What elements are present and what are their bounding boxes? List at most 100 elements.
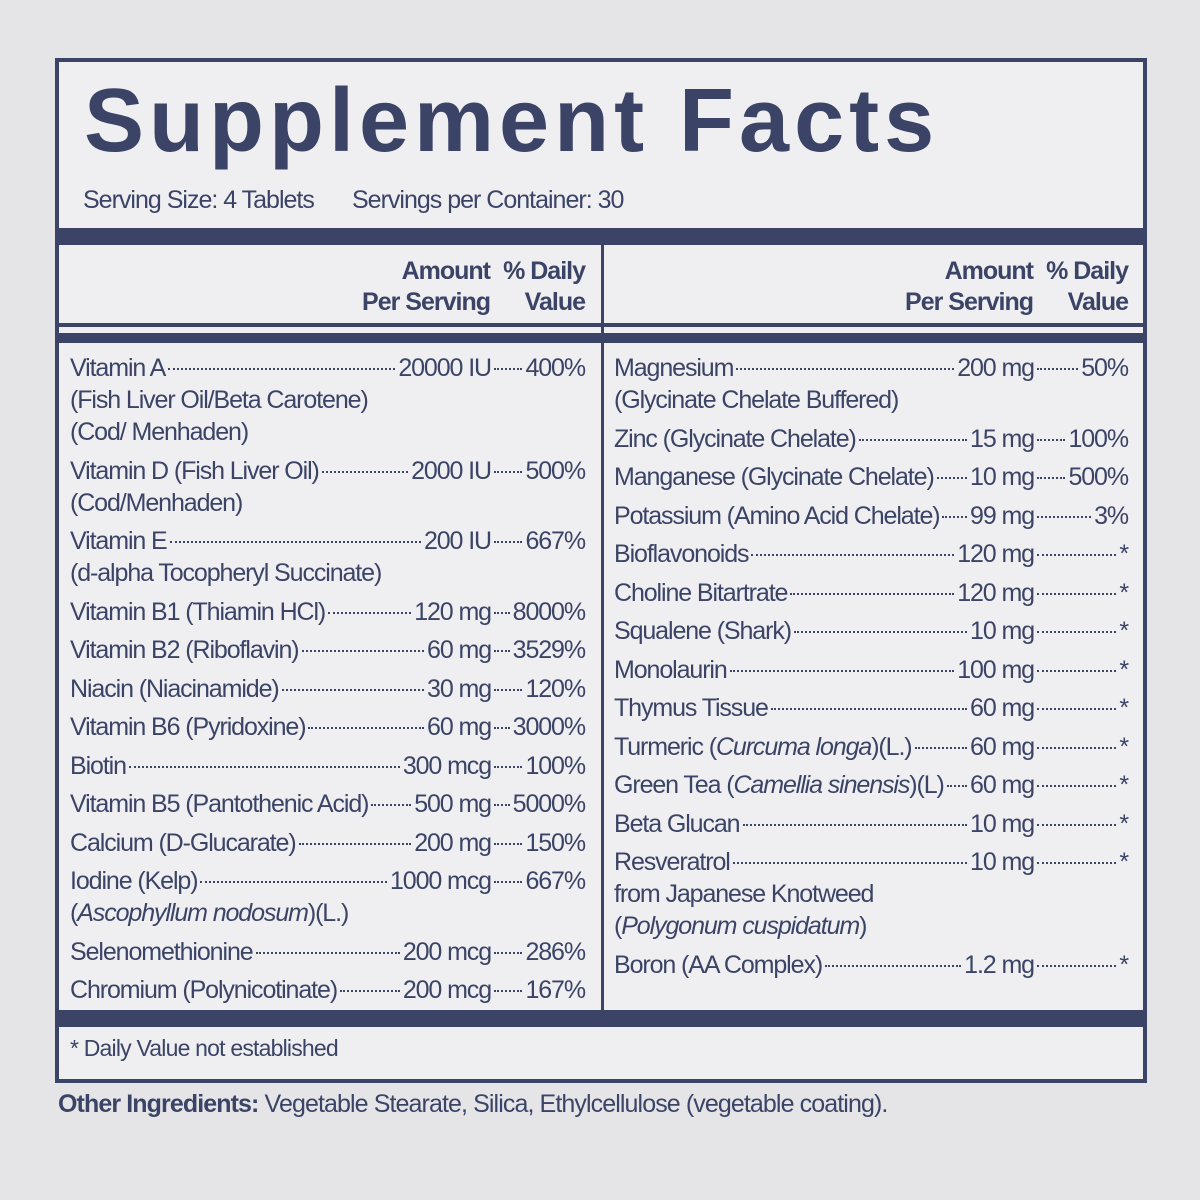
nutrient-line: Vitamin A 20000 IU 400% (70, 352, 586, 384)
amount: 60 mg (427, 713, 492, 741)
dv-cell: 286% (491, 936, 586, 968)
leader (732, 862, 968, 864)
leader (751, 554, 955, 556)
leader (255, 951, 400, 954)
nutrient-line: Vitamin B2 (Riboflavin) 60 mg 3529% (70, 634, 586, 666)
nutrient-name: Vitamin E (70, 527, 168, 555)
leader (301, 650, 425, 652)
nutrient-line: Biotin 300 mcg 100% (70, 750, 586, 782)
nutrient-name: Beta Glucan (614, 809, 741, 838)
daily-value: 100% (1068, 424, 1129, 453)
nutrient-line: Magnesium 200 mg 50% (614, 352, 1129, 384)
nutrient-name: Camellia sinensis (733, 771, 910, 799)
leader (494, 688, 523, 691)
nutrient-row: Vitamin B6 (Pyridoxine) 60 mg 3000% (70, 711, 586, 743)
nutrient-name: Turmeric ( (614, 732, 717, 761)
nutrient-name: Magnesium (614, 354, 734, 382)
leader (1037, 631, 1117, 633)
leader (793, 631, 968, 633)
nutrient-line: Vitamin B5 (Pantothenic Acid) 500 mg 5000% (70, 788, 586, 820)
nutrient-name: Vitamin A (70, 354, 166, 382)
daily-value: 500% (525, 456, 586, 485)
nutrient-line: Calcium (D-Glucarate) 200 mg 150% (70, 827, 586, 859)
nutrient-line: Vitamin B1 (Thiamin HCl) 120 mg 8000% (70, 596, 586, 628)
leader (494, 990, 523, 992)
leader (1037, 862, 1117, 864)
nutrient-subline: (d-alpha Tocopheryl Succinate) (70, 557, 585, 589)
nutrient-row: Potassium (Amino Acid Chelate) 99 mg 3% (614, 500, 1129, 532)
serving-size: Serving Size: 4 Tablets (83, 186, 315, 214)
daily-value: 286% (525, 937, 586, 966)
other-ingredients: Other Ingredients: Vegetable Stearate, S… (58, 1090, 888, 1119)
nutrient-row: Magnesium 200 mg 50% (Glycinate Chelate Buf… (614, 352, 1129, 416)
leader (1037, 592, 1117, 595)
leader (494, 368, 523, 370)
nutrient-line: Boron (AA Complex) 1.2 mg * (614, 949, 1129, 981)
dv-cell: 3% (1034, 500, 1129, 532)
divider-bar (59, 1010, 1143, 1027)
daily-value: 50% (1081, 354, 1129, 382)
nutrient-source: Ascophyllum nodosum (77, 899, 309, 927)
daily-value: 3000% (512, 713, 586, 741)
nutrient-source: (Glycinate Chelate Buffered) (614, 386, 899, 414)
nutrient-name: Biotin (70, 751, 127, 780)
nutrient-row: Niacin (Niacinamide) 30 mg 120% (70, 673, 586, 705)
nutrient-line: Bioflavonoids 120 mg * (614, 538, 1129, 570)
nutrient-line: Squalene (Shark) 10 mg * (614, 615, 1129, 647)
leader (340, 990, 400, 992)
leader (1037, 515, 1092, 518)
amount: 2000 IU (411, 456, 492, 485)
nutrient-row: Vitamin A 20000 IU 400% (Fish Liver Oil/Bet… (70, 352, 586, 448)
leader (281, 688, 425, 691)
header-line: Per Serving (905, 288, 1034, 316)
leader (914, 746, 968, 749)
other-ingredients-label: Other Ingredients: (58, 1090, 259, 1118)
nutrient-row: Vitamin D (Fish Liver Oil) 2000 IU 500% (Co… (70, 455, 586, 519)
leader (200, 881, 387, 883)
nutrient-name: Selenomethionine (70, 937, 254, 966)
nutrient-name: Chromium (Polynicotinate) (70, 976, 338, 1004)
daily-value: 150% (525, 828, 586, 857)
nutrient-subline: (Cod/Menhaden) (70, 487, 585, 519)
leader (1037, 964, 1117, 967)
daily-value: 3% (1094, 501, 1129, 530)
leader (936, 477, 968, 479)
daily-value: * (1119, 950, 1129, 979)
nutrient-row: Vitamin E 200 IU 667% (d-alpha Tocopheryl S… (70, 525, 586, 589)
nutrient-row: Turmeric (Curcuma longa)(L.) 60 mg * (614, 731, 1129, 763)
leader (1037, 438, 1066, 441)
leader (1037, 368, 1079, 370)
nutrient-name: Manganese (Glycinate Chelate) (614, 463, 935, 491)
daily-value: 3529% (512, 636, 586, 664)
column-divider (601, 245, 604, 1010)
nutrient-name: Resveratrol (614, 848, 731, 876)
nutrient-name: Calcium (D-Glucarate) (70, 828, 297, 857)
nutrient-source: )(L.) (307, 899, 349, 927)
dv-cell: 400% (491, 352, 586, 384)
nutrient-name: Curcuma longa (715, 732, 872, 761)
leader (1037, 785, 1117, 787)
leader (790, 592, 955, 595)
daily-value: * (1119, 694, 1129, 722)
amount: 15 mg (970, 424, 1035, 453)
nutrient-name: Vitamin D (Fish Liver Oil) (70, 456, 320, 485)
leader (308, 727, 425, 729)
nutrient-name: )(L.) (871, 732, 912, 761)
dv-cell: 50% (1034, 352, 1129, 384)
dv-header: % Daily Value (1046, 256, 1129, 318)
nutrient-row: Vitamin B1 (Thiamin HCl) 120 mg 8000% (70, 596, 586, 628)
nutrient-row: Iodine (Kelp) 1000 mcg 667%(Ascophyllum no… (70, 865, 586, 929)
daily-value: 120% (525, 674, 586, 703)
nutrient-line: Choline Bitartrate 120 mg * (614, 577, 1129, 609)
amount: 100 mg (957, 655, 1035, 684)
nutrient-row: Green Tea (Camellia sinensis)(L) 60 mg * (614, 769, 1129, 801)
header-line: Value (1067, 288, 1129, 316)
footnote: * Daily Value not established (70, 1035, 339, 1061)
leader (494, 765, 523, 768)
nutrient-line: Green Tea (Camellia sinensis)(L) 60 mg * (614, 769, 1129, 801)
leader (169, 541, 421, 543)
dv-cell: * (1034, 769, 1129, 801)
daily-value: * (1119, 732, 1129, 761)
amount: 120 mg (957, 540, 1035, 568)
daily-value: * (1119, 617, 1129, 645)
